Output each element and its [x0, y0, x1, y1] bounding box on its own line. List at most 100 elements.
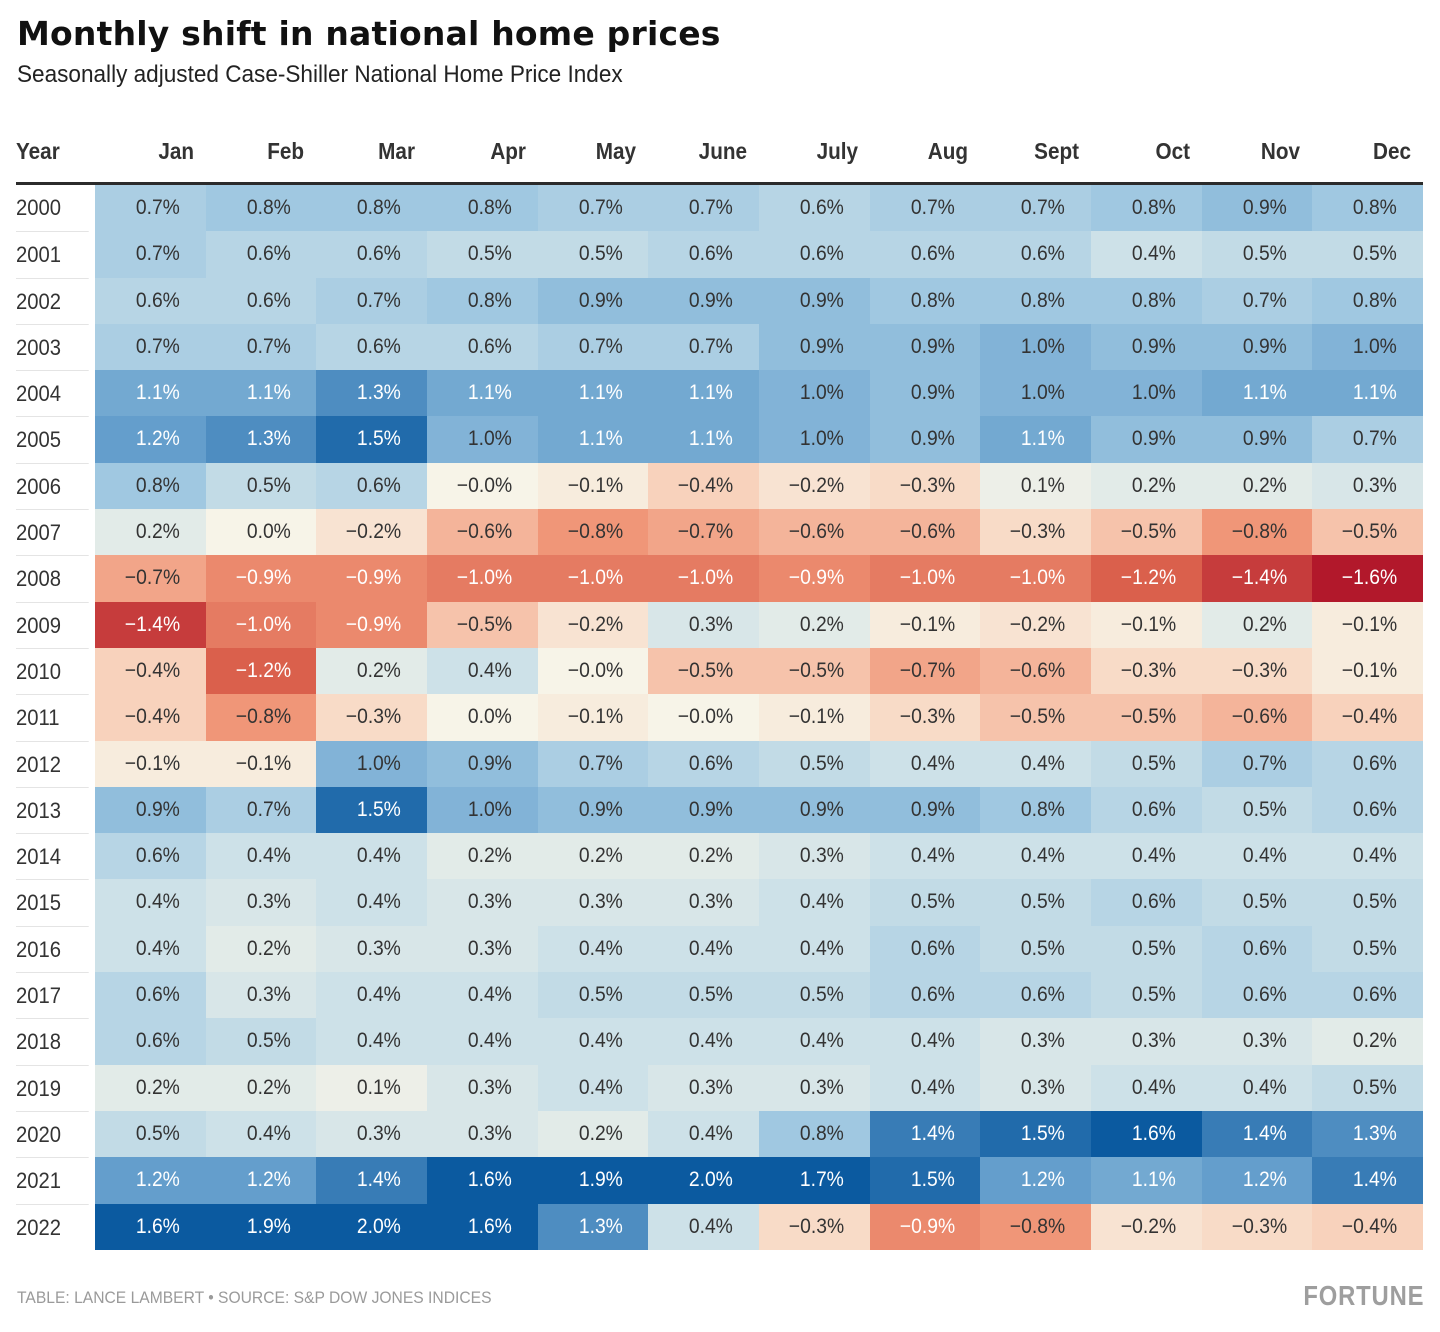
- heatmap-cell: 0.8%: [205, 185, 317, 232]
- heatmap-cell: −0.3%: [1201, 647, 1313, 695]
- table-row: 2005 1.2% 1.3% 1.5% 1.0% 1.1% 1.1% 1.0% 0.9% 1.1%…: [16, 416, 1424, 463]
- heatmap-cell: 0.4%: [1201, 1064, 1313, 1111]
- year-label: 2008: [16, 555, 89, 601]
- heatmap-cell: 0.7%: [95, 231, 206, 278]
- cell-value: −0.1%: [788, 705, 844, 729]
- heatmap-cell: 0.7%: [537, 740, 649, 787]
- heatmap-cell: 0.9%: [1201, 323, 1313, 371]
- cell-value: 0.9%: [1131, 427, 1176, 451]
- heatmap-cell: 0.4%: [316, 879, 428, 926]
- column-header-dec: Dec: [1373, 138, 1411, 164]
- cell-value: 0.6%: [1242, 936, 1287, 960]
- heatmap-cell: 0.6%: [1312, 972, 1424, 1019]
- heatmap-cell: 2.0%: [648, 1157, 760, 1204]
- year-label: 2000: [16, 195, 62, 220]
- heatmap-cell: −1.0%: [648, 555, 760, 602]
- cell-value: 0.9%: [910, 797, 955, 821]
- heatmap-cell: 0.5%: [1312, 879, 1424, 926]
- heatmap-cell: −0.8%: [537, 509, 649, 556]
- cell-value: 0.2%: [135, 1075, 180, 1099]
- cell-value: 0.5%: [1353, 936, 1398, 960]
- year-label: 2004: [16, 370, 89, 416]
- cell-value: 0.6%: [910, 242, 955, 266]
- cell-value: 1.9%: [578, 1168, 623, 1192]
- cell-value: 0.2%: [799, 612, 844, 636]
- heatmap-cell: −0.1%: [1091, 601, 1202, 648]
- heatmap-cell: 0.5%: [1201, 786, 1313, 834]
- table-row: 2020 0.5% 0.4% 0.3% 0.3% 0.2% 0.4% 0.8% 1.4% 1.5%…: [16, 1110, 1424, 1158]
- cell-value: −0.2%: [567, 612, 623, 636]
- cell-value: −1.6%: [1341, 566, 1398, 590]
- heatmap-cell: 1.1%: [537, 370, 649, 417]
- cell-value: 0.4%: [467, 983, 512, 1007]
- heatmap-cell: 0.9%: [869, 416, 981, 463]
- heatmap-cell: 0.5%: [537, 972, 649, 1019]
- heatmap-cell: 1.1%: [537, 416, 649, 463]
- heatmap-table: Year Jan Feb Mar Apr May June July Aug Sept Oct No…: [16, 130, 1424, 1250]
- heatmap-cell: 0.7%: [1312, 416, 1424, 463]
- heatmap-cell: −0.8%: [1201, 509, 1313, 556]
- heatmap-cell: 0.7%: [316, 277, 428, 324]
- heatmap-cell: 0.4%: [1091, 231, 1202, 278]
- heatmap-cell: 0.4%: [759, 1018, 870, 1065]
- heatmap-cell: −0.8%: [980, 1203, 1092, 1250]
- cell-value: 0.6%: [689, 751, 734, 775]
- cell-value: 0.5%: [578, 983, 623, 1007]
- heatmap-cell: 0.3%: [205, 972, 317, 1019]
- heatmap-cell: 0.4%: [427, 647, 538, 695]
- heatmap-cell: −0.5%: [648, 647, 760, 695]
- cell-value: 0.0%: [467, 705, 512, 729]
- heatmap-cell: 1.0%: [1091, 370, 1202, 417]
- cell-value: 1.1%: [689, 381, 734, 405]
- cell-value: 0.8%: [910, 288, 955, 312]
- cell-value: −0.7%: [124, 566, 180, 590]
- cell-value: 0.5%: [1021, 890, 1066, 914]
- heatmap-cell: 0.4%: [537, 1064, 649, 1111]
- cell-value: −0.4%: [1341, 705, 1398, 729]
- heatmap-cell: 1.3%: [1312, 1110, 1424, 1158]
- table-row: 2003 0.7% 0.7% 0.6% 0.6% 0.7% 0.7% 0.9% 0.9% 1.0%…: [16, 323, 1424, 371]
- year-label: 2009: [16, 601, 89, 648]
- cell-value: 0.9%: [910, 334, 955, 358]
- heatmap-cell: 0.4%: [1312, 833, 1424, 880]
- heatmap-cell: 1.4%: [316, 1157, 428, 1204]
- cell-value: 0.7%: [246, 334, 291, 358]
- heatmap-cell: 0.5%: [1091, 925, 1202, 973]
- heatmap-cell: 0.9%: [759, 786, 870, 834]
- cell-value: 0.7%: [689, 196, 734, 219]
- heatmap-cell: 0.2%: [427, 833, 538, 880]
- heatmap-cell: −0.6%: [759, 509, 870, 556]
- heatmap-cell: 1.2%: [980, 1157, 1092, 1204]
- cell-value: 1.2%: [135, 1168, 180, 1192]
- heatmap-cell: −0.1%: [1312, 647, 1424, 695]
- heatmap-cell: 0.3%: [427, 925, 538, 973]
- heatmap-cell: 0.6%: [1201, 972, 1313, 1019]
- cell-value: 0.1%: [1021, 473, 1066, 497]
- heatmap-cell: 1.2%: [95, 1157, 206, 1204]
- heatmap-cell: 1.0%: [759, 416, 870, 463]
- year-label: 2005: [16, 416, 89, 462]
- cell-value: 0.8%: [1353, 288, 1398, 312]
- heatmap-cell: −0.9%: [316, 555, 428, 602]
- cell-value: 0.7%: [910, 196, 955, 219]
- cell-value: 0.6%: [357, 242, 402, 266]
- table-row: 2017 0.6% 0.3% 0.4% 0.4% 0.5% 0.5% 0.5% 0.6% 0.6%…: [16, 972, 1424, 1019]
- heatmap-cell: 0.7%: [980, 185, 1092, 232]
- cell-value: 0.4%: [1242, 844, 1287, 868]
- cell-value: 0.3%: [799, 1075, 844, 1099]
- heatmap-cell: 0.4%: [648, 1110, 760, 1158]
- table-row: 2010 −0.4% −1.2% 0.2% 0.4% −0.0% −0.5% −0.5% −0.…: [16, 647, 1424, 695]
- heatmap-cell: 1.1%: [1201, 370, 1313, 417]
- cell-value: 1.0%: [467, 427, 512, 451]
- heatmap-cell: 0.8%: [316, 185, 428, 232]
- heatmap-cell: 0.2%: [1312, 1018, 1424, 1065]
- heatmap-cell: 0.6%: [316, 323, 428, 371]
- cell-value: 1.0%: [799, 381, 844, 405]
- cell-value: 0.5%: [1131, 751, 1176, 775]
- heatmap-cell: 0.5%: [1091, 972, 1202, 1019]
- cell-value: 0.4%: [799, 890, 844, 914]
- cell-value: 0.3%: [689, 1075, 734, 1099]
- heatmap-cell: 0.7%: [1201, 277, 1313, 324]
- cell-value: 1.3%: [357, 381, 402, 405]
- heatmap-cell: 1.1%: [205, 370, 317, 417]
